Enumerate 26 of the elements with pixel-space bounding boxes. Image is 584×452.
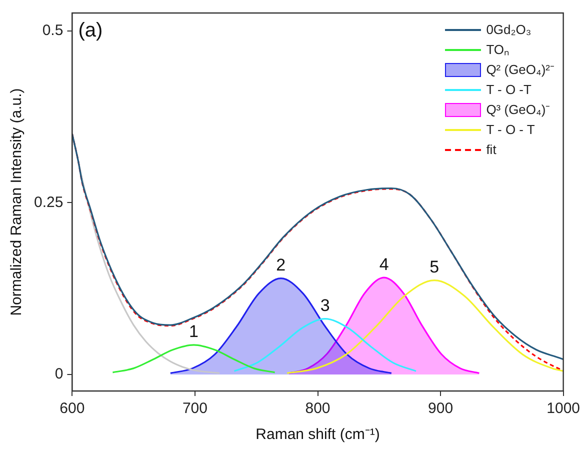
annotation: 4 [379,254,389,274]
line-series [233,318,417,372]
legend-label: Q² (GeO₄)²⁻ [486,61,554,79]
legend-label: fit [486,141,496,159]
legend-label: T - O - T [486,121,535,139]
legend-label: TOₙ [486,41,510,59]
legend-label: T - O -T [486,81,532,99]
y-tick-label: 0.5 [42,22,64,40]
annotation: 1 [189,322,198,342]
x-tick-label: 1000 [546,400,580,418]
x-tick-label: 700 [182,400,208,418]
legend-label: Q³ (GeO₄)⁻ [486,101,550,119]
annotation: 3 [320,296,330,316]
y-axis-title: Normalized Raman Intensity (a.u.) [8,88,26,316]
x-tick-label: 600 [60,400,85,418]
legend-label: 0Gd₂O₃ [486,21,532,39]
y-tick-label: 0 [54,366,64,383]
x-axis-title: Raman shift (cm⁻¹) [256,426,380,444]
line-series [286,280,564,374]
y-tick-label: 0.25 [34,194,64,211]
x-tick-label: 800 [305,400,330,418]
annotation: 5 [430,258,440,277]
line-series [112,344,276,374]
annotation: (a) [78,20,103,42]
x-tick-label: 900 [428,400,454,418]
annotation: 2 [276,255,286,274]
